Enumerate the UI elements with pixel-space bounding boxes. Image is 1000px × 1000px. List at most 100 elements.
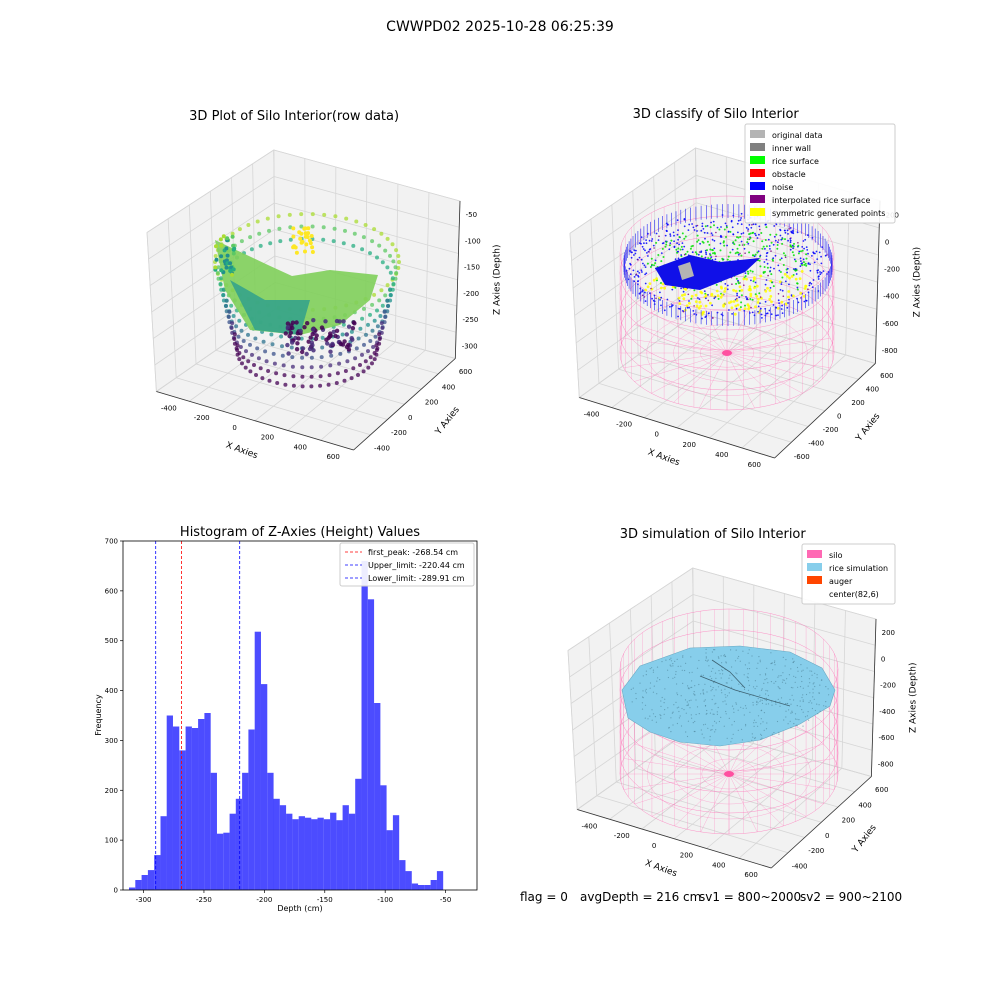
legend-label: Lower_limit: -289.91 cm <box>368 574 465 583</box>
class-point <box>732 241 735 244</box>
data-point <box>379 288 384 293</box>
class-point <box>646 252 648 254</box>
rice-mesh-point <box>649 668 651 670</box>
class-point <box>660 296 663 299</box>
rice-mesh-point <box>676 683 678 685</box>
z-axis-label: Z Axies (Depth) <box>909 662 919 733</box>
class-point <box>693 305 695 307</box>
plot-title: 3D classify of Silo Interior <box>633 107 800 122</box>
rice-mesh-point <box>763 729 765 731</box>
data-point <box>393 265 398 270</box>
rice-mesh-point <box>642 675 644 677</box>
data-point <box>320 345 325 350</box>
class-point <box>720 226 722 228</box>
legend-label: first_peak: -268.54 cm <box>368 548 458 557</box>
rice-mesh-point <box>760 699 762 701</box>
rice-mesh-point <box>766 667 768 669</box>
rice-mesh-point <box>687 703 689 705</box>
class-point <box>678 300 681 302</box>
data-point <box>309 365 314 370</box>
data-point <box>372 227 377 232</box>
rice-mesh-point <box>715 677 717 680</box>
rice-mesh-point <box>765 703 767 705</box>
rice-mesh-point <box>825 701 827 703</box>
class-point <box>707 294 709 296</box>
y-tick-label: 400 <box>105 687 118 695</box>
class-point <box>702 241 705 244</box>
rice-mesh-point <box>653 685 655 687</box>
class-point <box>789 237 792 240</box>
rice-mesh-point <box>670 731 672 733</box>
class-point <box>772 304 775 306</box>
data-point <box>303 226 308 231</box>
legend-label: interpolated rice surface <box>772 196 870 205</box>
data-point <box>232 246 237 251</box>
data-point <box>310 331 315 337</box>
rice-mesh-point <box>812 692 814 694</box>
data-point <box>290 320 296 325</box>
class-point <box>759 296 762 298</box>
rice-mesh-point <box>814 685 816 688</box>
histogram-bar <box>436 871 444 890</box>
data-point <box>229 303 234 308</box>
class-point <box>781 289 784 292</box>
class-point <box>636 270 639 273</box>
rice-mesh-point <box>652 671 655 673</box>
y-tick-label: 600 <box>880 372 893 380</box>
rice-mesh-point <box>760 733 762 735</box>
class-point <box>739 306 742 309</box>
y-axis-label: Y Axies <box>433 405 462 438</box>
rice-mesh-point <box>717 686 720 688</box>
class-point <box>800 260 802 262</box>
z-axis-label: Z Axies (Depth) <box>913 247 923 318</box>
legend-box <box>801 543 896 605</box>
data-point <box>288 225 293 230</box>
class-point <box>676 251 679 254</box>
rice-mesh-point <box>718 670 720 672</box>
data-point <box>219 243 224 248</box>
z-tick-label: -200 <box>884 266 900 274</box>
x-tick-label: -200 <box>614 832 630 840</box>
data-point <box>322 212 327 217</box>
class-point <box>650 240 653 242</box>
rice-mesh-point <box>714 720 716 723</box>
data-point <box>231 314 236 318</box>
class-point <box>815 250 818 253</box>
class-point <box>749 294 753 298</box>
class-point <box>800 250 802 253</box>
data-point <box>213 254 218 258</box>
rice-mesh-point <box>704 699 706 701</box>
data-point <box>274 371 279 376</box>
rice-mesh-point <box>676 722 679 725</box>
class-point <box>768 245 771 247</box>
rice-mesh-point <box>704 723 707 725</box>
histogram-bar <box>292 819 299 890</box>
rice-mesh-point <box>720 689 723 691</box>
class-point <box>748 224 751 226</box>
data-point <box>390 276 395 281</box>
rice-mesh-point <box>811 702 813 704</box>
class-point <box>776 244 779 246</box>
class-point <box>747 272 750 275</box>
rice-mesh-point <box>736 673 738 675</box>
rice-mesh-point <box>676 707 678 709</box>
rice-mesh-point <box>705 659 707 662</box>
rice-mesh-point <box>797 670 799 672</box>
data-point <box>263 349 268 354</box>
data-point <box>246 359 251 364</box>
class-point <box>737 282 740 285</box>
x-tick-label: 200 <box>683 441 696 449</box>
rice-mesh-point <box>757 662 759 664</box>
class-point <box>764 239 767 241</box>
data-point <box>343 228 347 233</box>
rice-mesh-point <box>743 688 746 691</box>
class-point <box>805 264 808 267</box>
rice-mesh-point <box>808 701 810 704</box>
class-point <box>693 313 696 315</box>
legend-label: noise <box>772 183 793 192</box>
class-point <box>820 262 823 265</box>
rice-mesh-point <box>672 711 674 713</box>
data-point <box>231 267 236 272</box>
data-point <box>310 327 316 332</box>
rice-mesh-point <box>773 732 775 734</box>
